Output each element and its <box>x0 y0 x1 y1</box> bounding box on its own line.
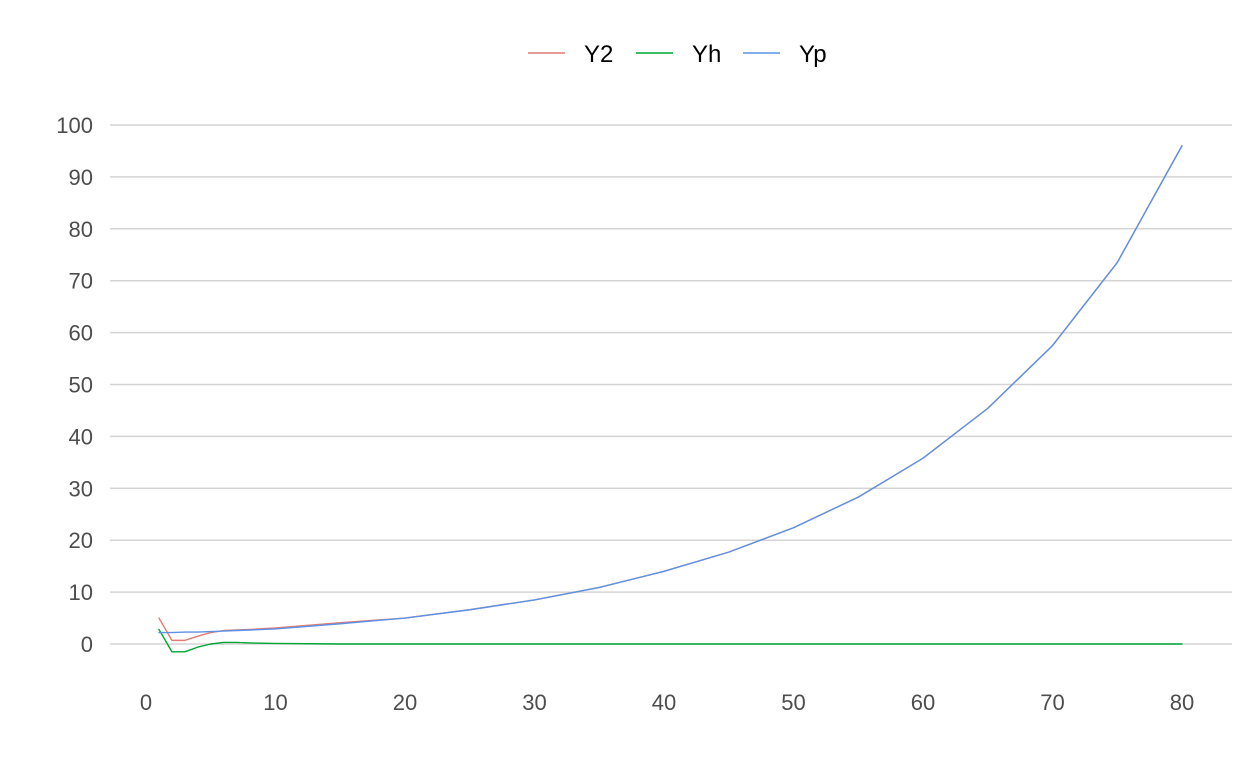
y-tick-label: 40 <box>69 424 93 449</box>
x-tick-label: 40 <box>652 690 676 715</box>
x-tick-label: 50 <box>781 690 805 715</box>
y-tick-label: 30 <box>69 476 93 501</box>
y-tick-label: 70 <box>69 269 93 294</box>
x-tick-label: 30 <box>522 690 546 715</box>
x-tick-label: 60 <box>911 690 935 715</box>
series-line-yp <box>158 145 1183 634</box>
y-tick-label: 50 <box>69 373 93 398</box>
y-tick-label: 10 <box>69 580 93 605</box>
x-tick-label: 80 <box>1170 690 1194 715</box>
y-tick-label: 80 <box>69 217 93 242</box>
legend-item-yp: Yp <box>743 41 827 68</box>
legend-item-yh: Yh <box>636 41 721 68</box>
y-axis-tick-labels: 0 10 20 30 40 50 60 70 80 90 100 <box>56 113 93 657</box>
y-tick-label: 20 <box>69 528 93 553</box>
legend-item-y2: Y2 <box>528 41 613 68</box>
series-lines <box>158 145 1183 653</box>
y-gridlines <box>110 124 1232 645</box>
x-tick-label: 70 <box>1040 690 1064 715</box>
x-tick-label: 20 <box>393 690 417 715</box>
y-tick-label: 0 <box>81 632 93 657</box>
legend-label: Yp <box>799 41 827 68</box>
x-tick-label: 10 <box>263 690 287 715</box>
series-line-yh <box>158 628 1183 653</box>
y-tick-label: 60 <box>69 321 93 346</box>
y-tick-label: 90 <box>69 165 93 190</box>
y-tick-label: 100 <box>56 113 93 138</box>
legend-label: Yh <box>692 41 721 68</box>
legend: Y2 Yh Yp <box>528 41 827 68</box>
x-tick-label: 0 <box>140 690 152 715</box>
legend-label: Y2 <box>584 41 613 68</box>
x-axis-tick-labels: 0 10 20 30 40 50 60 70 80 <box>140 690 1194 715</box>
